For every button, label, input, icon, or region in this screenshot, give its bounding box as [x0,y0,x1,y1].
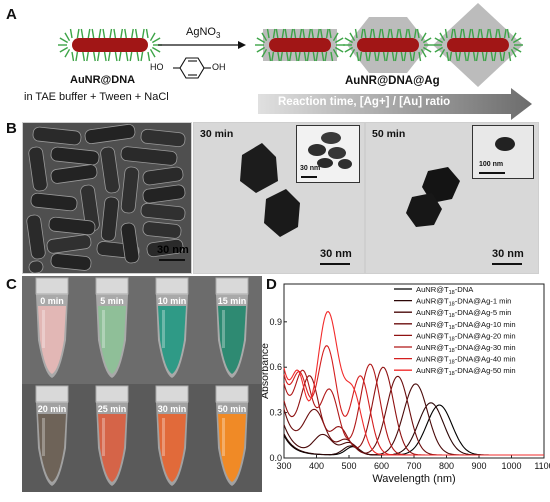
vial: 50 min [202,384,262,502]
hydroquinone-ho: HO [150,62,164,72]
x-tick-label: 300 [276,461,291,471]
panel-b-letter: B [6,120,17,137]
tem-inset: 100 nm [472,125,534,179]
vial-tube [22,276,82,384]
vial-tube [82,276,142,384]
scale-label: 30 nm [492,248,524,260]
legend-entry: AuNR@T18-DNA@Ag-1 min [416,297,511,308]
panel-a-scheme [58,3,532,120]
aunr-dna-label: AuNR@DNA [70,74,136,86]
reaction-arrow-label: Reaction time, [Ag+] / [Au] ratio [278,96,451,108]
legend-entry: AuNR@T18-DNA@Ag-10 min [416,320,516,331]
scale-bar [492,263,522,265]
legend-entry: AuNR@T18-DNA@Ag-50 min [416,366,516,377]
x-axis-label: Wavelength (nm) [372,473,455,485]
inset-particle [495,137,515,151]
inset-scale-bar [479,172,505,174]
vial-time-label: 50 min [217,404,247,414]
vial-tube [202,384,262,492]
vial-time-label: 10 min [157,296,187,306]
vial-tube [142,276,202,384]
vial-tube [142,384,202,492]
vial-time-label: 15 min [217,296,247,306]
x-tick-label: 800 [439,461,454,471]
y-tick-label: 0.0 [269,453,282,463]
aunr-dna-ag-rod-thick [433,3,523,87]
vial: 20 min [22,384,82,502]
x-tick-label: 600 [374,461,389,471]
vial-tube [22,384,82,492]
legend-entry: AuNR@T18-DNA@Ag-40 min [416,355,516,366]
x-tick-label: 900 [471,461,486,471]
scale-bar [320,263,350,265]
panel-a-letter: A [6,6,17,23]
inset-scale-label: 100 nm [479,161,504,168]
vial: 0 min [22,276,82,394]
time-label: 30 min [200,128,234,140]
scale-bar [159,259,185,261]
aunr-dna-ag-label: AuNR@DNA@Ag [345,75,440,87]
tem-inset: 30 nm [296,125,360,183]
legend-entry: AuNR@T18-DNA@Ag-5 min [416,308,511,319]
vial: 5 min [82,276,142,394]
scale-label: 30 nm [157,244,189,256]
time-label: 50 min [372,128,406,140]
y-tick-label: 0.9 [269,317,282,327]
reagent-label: AgNO3 [186,26,221,41]
vial-time-label: 20 min [37,404,67,414]
hydroquinone-structure [173,57,211,79]
vial-photo: 0 min 5 min 10 min 15 min 20 min 25 min 30 min… [22,276,262,492]
nanorod-lattice [23,123,191,273]
y-tick-label: 0.6 [269,362,282,372]
legend-entry: AuNR@T18-DNA@Ag-30 min [416,343,516,354]
vial-tube [202,276,262,384]
vial-time-label: 25 min [97,404,127,414]
spectrum-line [283,366,544,456]
inset-particles [308,132,352,169]
vial-time-label: 0 min [40,296,64,306]
progress-gradient-arrow [258,88,532,120]
aunr-dna-ag-rod-medium [343,17,433,73]
legend-entry: AuNR@T18-DNA [416,285,474,296]
tem-30min-particles [240,143,300,237]
reaction-arrowhead [238,41,246,49]
inset-scale-bar [301,176,317,178]
x-tick-label: 500 [341,461,356,471]
panel-d-letter: D [266,276,277,293]
y-axis-label: Absorbance [262,343,271,399]
panel-c-letter: C [6,276,17,293]
spectrum-line [283,310,544,456]
tem-50min-particles [406,167,460,227]
tem-image-aunr: 30 nm [22,122,192,274]
vial-tube [82,384,142,492]
x-tick-label: 1000 [501,461,521,471]
spectrum-line [283,363,544,456]
spectrum-line [283,375,544,456]
x-tick-label: 700 [406,461,421,471]
tem-image-50min: 50 min 100 nm 30 nm [365,122,539,274]
tem-image-30min: 30 min 30 nm 30 nm [193,122,365,274]
vial: 15 min [202,276,262,394]
vial-time-label: 30 min [157,404,187,414]
buffer-label: in TAE buffer + Tween + NaCl [24,91,169,103]
hydroquinone-oh: OH [212,62,226,72]
legend-entry: AuNR@T18-DNA@Ag-20 min [416,331,516,342]
vial: 25 min [82,384,142,502]
vial-time-label: 5 min [100,296,124,306]
scale-label: 30 nm [320,248,352,260]
x-tick-label: 400 [309,461,324,471]
inset-scale-label: 30 nm [300,165,321,172]
aunr-dna-ag-rod-thin [255,28,345,62]
vial: 30 min [142,384,202,502]
aunr-dna-rod [58,28,162,62]
y-tick-label: 0.3 [269,408,282,418]
vial: 10 min [142,276,202,394]
